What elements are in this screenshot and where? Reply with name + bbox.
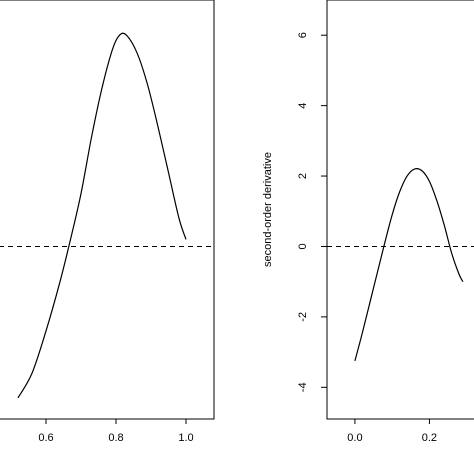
x-tick-label-2-1: 0.2: [422, 432, 437, 444]
x-tick-label-1-2: 1.0: [178, 432, 193, 444]
y-tick-label-2-1: -2: [297, 312, 309, 322]
y-tick-label-2-5: 6: [297, 32, 309, 38]
plot-frame-2: [326, 0, 474, 420]
y-axis-label: second-order derivative: [262, 152, 274, 267]
x-tick-label-2-0: 0.0: [347, 432, 362, 444]
y-tick-label-2-3: 2: [297, 173, 309, 179]
plot-frame-1: [0, 0, 215, 420]
series-line-2-1: [354, 168, 464, 362]
series-line-1-1: [17, 32, 187, 399]
x-tick-label-1-1: 0.8: [108, 432, 123, 444]
y-tick-label-2-2: 0: [297, 243, 309, 249]
y-tick-label-2-4: 4: [297, 103, 309, 109]
x-tick-label-1-0: 0.6: [38, 432, 53, 444]
y-tick-label-2-0: -4: [297, 382, 309, 392]
